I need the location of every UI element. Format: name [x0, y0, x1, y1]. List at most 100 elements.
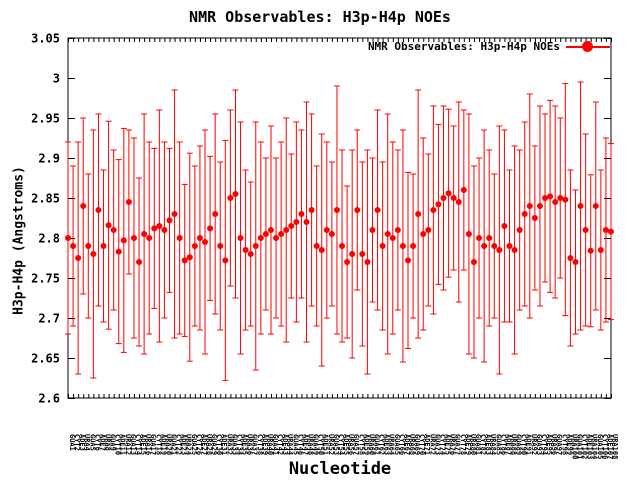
- svg-text:URA28: URA28: [205, 434, 213, 455]
- svg-text:GUA1: GUA1: [68, 434, 76, 451]
- svg-text:GUA5: GUA5: [88, 434, 96, 451]
- svg-text:URA76: URA76: [449, 434, 457, 455]
- svg-text:URA104: URA104: [591, 434, 599, 459]
- svg-text:2.9: 2.9: [38, 152, 60, 166]
- svg-text:3: 3: [53, 72, 60, 86]
- svg-text:ADE59: ADE59: [362, 434, 370, 455]
- svg-text:2.95: 2.95: [31, 112, 60, 126]
- svg-text:GUA13: GUA13: [129, 434, 137, 455]
- svg-text:ADE83: ADE83: [484, 434, 492, 455]
- svg-text:CYT82: CYT82: [479, 434, 487, 455]
- svg-text:2.6: 2.6: [38, 392, 60, 406]
- svg-text:GUA89: GUA89: [515, 434, 523, 455]
- svg-text:URA40: URA40: [266, 434, 274, 455]
- svg-text:ADE75: ADE75: [444, 434, 452, 455]
- svg-text:ADE23: ADE23: [180, 434, 188, 455]
- svg-text:URA100: URA100: [570, 434, 578, 459]
- svg-text:GUA25: GUA25: [190, 434, 198, 455]
- svg-text:ADE31: ADE31: [220, 434, 228, 455]
- svg-text:ADE51: ADE51: [322, 434, 330, 455]
- svg-text:ADE47: ADE47: [301, 434, 309, 455]
- svg-text:CYT22: CYT22: [175, 434, 183, 455]
- svg-text:GUA29: GUA29: [210, 434, 218, 455]
- svg-text:ADE63: ADE63: [383, 434, 391, 455]
- legend-marker-icon: [566, 40, 610, 53]
- svg-text:GUA77: GUA77: [454, 434, 462, 455]
- svg-text:ADE67: ADE67: [403, 434, 411, 455]
- svg-text:URA44: URA44: [286, 434, 294, 455]
- svg-text:URA32: URA32: [225, 434, 233, 455]
- svg-text:CYT74: CYT74: [438, 434, 446, 455]
- chart-title: NMR Observables: H3p-H4p NOEs: [189, 8, 451, 26]
- svg-text:URA12: URA12: [124, 434, 132, 455]
- svg-text:CYT90: CYT90: [520, 434, 528, 455]
- svg-text:CYT58: CYT58: [357, 434, 365, 455]
- svg-text:URA52: URA52: [327, 434, 335, 455]
- svg-text:GUA41: GUA41: [271, 434, 279, 455]
- svg-text:GUA65: GUA65: [393, 434, 401, 455]
- svg-text:CYT14: CYT14: [134, 434, 142, 455]
- svg-text:GUA69: GUA69: [413, 434, 421, 455]
- legend-label: NMR Observables: H3p-H4p NOEs: [367, 40, 560, 53]
- svg-text:ADE3: ADE3: [78, 434, 86, 451]
- y-tick-labels: 2.6 2.65 2.7 2.75 2.8 2.85 2.9 2.95 3 3.05: [31, 32, 60, 406]
- svg-text:ADE99: ADE99: [565, 434, 573, 455]
- svg-text:CYT62: CYT62: [378, 434, 386, 455]
- legend: NMR Observables: H3p-H4p NOEs: [368, 40, 610, 53]
- svg-text:URA56: URA56: [347, 434, 355, 455]
- svg-text:GUA45: GUA45: [291, 434, 299, 455]
- svg-text:GUA97: GUA97: [555, 434, 563, 455]
- svg-text:URA36: URA36: [246, 434, 254, 455]
- svg-text:CYT66: CYT66: [398, 434, 406, 455]
- svg-text:CYT50: CYT50: [317, 434, 325, 455]
- svg-text:URA68: URA68: [408, 434, 416, 455]
- svg-text:ADE103: ADE103: [586, 434, 594, 459]
- svg-text:ADE35: ADE35: [241, 434, 249, 455]
- svg-text:CYT18: CYT18: [154, 434, 162, 455]
- svg-text:CYT34: CYT34: [235, 434, 243, 455]
- svg-text:GUA33: GUA33: [230, 434, 238, 455]
- svg-text:2.75: 2.75: [31, 272, 60, 286]
- svg-text:GUA17: GUA17: [149, 434, 157, 455]
- svg-text:CYT30: CYT30: [215, 434, 223, 455]
- svg-text:ADE27: ADE27: [200, 434, 208, 455]
- svg-text:ADE11: ADE11: [119, 434, 127, 455]
- svg-text:ADE91: ADE91: [525, 434, 533, 455]
- svg-text:URA24: URA24: [185, 434, 193, 455]
- svg-text:URA108: URA108: [611, 434, 619, 459]
- svg-text:2.7: 2.7: [38, 312, 60, 326]
- svg-text:URA8: URA8: [104, 434, 112, 451]
- svg-text:URA72: URA72: [428, 434, 436, 455]
- svg-text:CYT86: CYT86: [499, 434, 507, 455]
- svg-text:URA4: URA4: [83, 434, 91, 451]
- svg-text:GUA101: GUA101: [575, 434, 583, 459]
- svg-text:URA96: URA96: [550, 434, 558, 455]
- svg-text:2.65: 2.65: [31, 352, 60, 366]
- svg-text:CYT6: CYT6: [93, 434, 101, 451]
- svg-text:CYT26: CYT26: [195, 434, 203, 455]
- svg-text:CYT70: CYT70: [418, 434, 426, 455]
- svg-text:CYT94: CYT94: [540, 434, 548, 455]
- svg-text:3.05: 3.05: [31, 32, 60, 46]
- svg-text:CYT54: CYT54: [337, 434, 345, 455]
- error-bars: [65, 81, 614, 381]
- svg-text:CYT78: CYT78: [459, 434, 467, 455]
- svg-text:URA60: URA60: [367, 434, 375, 455]
- svg-text:GUA9: GUA9: [109, 434, 117, 451]
- svg-text:URA84: URA84: [489, 434, 497, 455]
- svg-text:GUA93: GUA93: [535, 434, 543, 455]
- svg-text:CYT38: CYT38: [256, 434, 264, 455]
- svg-text:ADE43: ADE43: [281, 434, 289, 455]
- svg-text:ADE19: ADE19: [159, 434, 167, 455]
- svg-text:URA64: URA64: [388, 434, 396, 455]
- svg-text:URA16: URA16: [144, 434, 152, 455]
- svg-text:CYT2: CYT2: [73, 434, 81, 451]
- axis-ticks: [68, 38, 612, 399]
- svg-text:ADE95: ADE95: [545, 434, 553, 455]
- svg-text:ADE55: ADE55: [342, 434, 350, 455]
- svg-text:URA80: URA80: [469, 434, 477, 455]
- svg-text:GUA61: GUA61: [372, 434, 380, 455]
- svg-text:GUA37: GUA37: [251, 434, 259, 455]
- svg-text:URA88: URA88: [510, 434, 518, 455]
